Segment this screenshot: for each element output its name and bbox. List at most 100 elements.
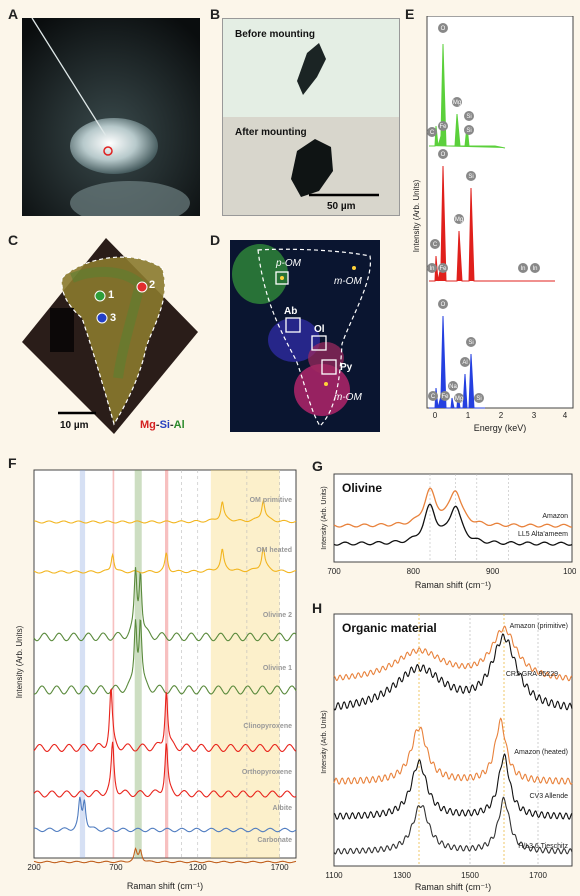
element-legend: Mg-Si-Al bbox=[140, 419, 185, 431]
panel-d-map: p-OM m-OM m-OM Ab Ol Py bbox=[230, 240, 380, 432]
f-series-label-6: Albite bbox=[273, 805, 293, 812]
g-series-1 bbox=[333, 503, 573, 546]
panel-label-b: B bbox=[210, 6, 221, 22]
e-red-si: Si bbox=[468, 174, 473, 180]
e-red-fe: Fe bbox=[439, 266, 447, 272]
panel-g-chart: Amazon LL5 Alta'ameem 700 800 900 1000 Olivi… bbox=[321, 473, 576, 590]
e-green-si: Si bbox=[466, 114, 471, 120]
f-band-2 bbox=[134, 470, 142, 858]
h-series-4 bbox=[333, 796, 573, 855]
f-series-5 bbox=[33, 741, 297, 798]
h-xtick-1: 1300 bbox=[393, 871, 411, 880]
h-series-label-0: Amazon (primitive) bbox=[510, 623, 568, 630]
h-series-2 bbox=[333, 717, 573, 785]
e-red-mg: Mg bbox=[455, 217, 463, 223]
e-blue-o: O bbox=[441, 302, 446, 308]
spot-2-label: 2 bbox=[149, 279, 155, 291]
e-blue-c: C bbox=[431, 394, 436, 400]
f-series-1 bbox=[33, 547, 297, 574]
panel-a-photo bbox=[22, 18, 200, 216]
h-series-label-3: CV3 Allende bbox=[529, 793, 568, 800]
g-ylabel: Intensity (Arb. Units) bbox=[321, 486, 328, 549]
f-series-label-5: Orthopyroxene bbox=[242, 769, 292, 776]
e-xtick-3: 3 bbox=[532, 411, 537, 420]
e-red-in2: In bbox=[520, 266, 525, 272]
h-series-label-2: Amazon (heated) bbox=[514, 749, 568, 756]
e-red-o: O bbox=[441, 152, 446, 158]
panel-label-c: C bbox=[8, 232, 19, 248]
scale-bar-c-label: 10 µm bbox=[60, 420, 89, 431]
h-series-0 bbox=[333, 625, 573, 682]
py-label: Py bbox=[340, 362, 353, 373]
f-band-1 bbox=[112, 470, 115, 858]
panel-h-chart: Amazon (primitive) CR2 GRA 95229 Amazon (h… bbox=[321, 613, 573, 892]
e-green-c: C bbox=[430, 130, 435, 136]
f-band-0 bbox=[79, 470, 86, 858]
g-xlabel: Raman shift (cm⁻¹) bbox=[415, 580, 491, 590]
f-series-label-0: OM primitive bbox=[250, 497, 293, 504]
e-blue-si: Si bbox=[468, 340, 473, 346]
panel-label-e: E bbox=[405, 6, 415, 22]
e-xtick-4: 4 bbox=[563, 411, 568, 420]
f-series-2 bbox=[33, 567, 297, 642]
e-green-si2: Si bbox=[466, 128, 471, 134]
spot-1-label: 1 bbox=[108, 289, 114, 301]
panel-f-chart: OM primitive OM heated Olivine 2 Olivine 1 C… bbox=[15, 469, 297, 891]
g-series-label-1: LL5 Alta'ameem bbox=[518, 531, 568, 538]
e-blue-mg: Mg bbox=[455, 396, 463, 402]
before-mounting-label: Before mounting bbox=[235, 29, 315, 40]
h-series-label-4: H/L3.6 Tieschitz bbox=[518, 843, 568, 850]
e-green-fe: Fe bbox=[439, 124, 447, 130]
panel-e-eds: O C Fe Mg Si Si O C In Fe Mg Si In In O … bbox=[412, 16, 574, 433]
f-ylabel: Intensity (Arb. Units) bbox=[15, 625, 24, 698]
e-blue-al: Al bbox=[462, 360, 467, 366]
scale-bar-label: 50 µm bbox=[327, 201, 356, 212]
g-series-label-0: Amazon bbox=[542, 513, 568, 520]
f-series-label-3: Olivine 1 bbox=[263, 665, 292, 672]
panel-label-g: G bbox=[312, 458, 323, 474]
e-green-mg: Mg bbox=[453, 100, 461, 106]
f-series-6 bbox=[33, 796, 297, 833]
panel-label-f: F bbox=[8, 455, 17, 471]
f-series-label-7: Carbonate bbox=[257, 837, 292, 844]
f-series-label-4: Clinopyroxene bbox=[243, 723, 292, 730]
after-mounting-label: After mounting bbox=[235, 127, 307, 138]
e-xlabel: Energy (keV) bbox=[474, 423, 527, 433]
e-xtick-1: 1 bbox=[466, 411, 471, 420]
h-ylabel: Intensity (Arb. Units) bbox=[321, 710, 328, 773]
e-xtick-2: 2 bbox=[499, 411, 504, 420]
f-xtick-3: 1700 bbox=[271, 863, 289, 872]
h-title: Organic material bbox=[342, 621, 437, 635]
g-xtick-2: 900 bbox=[486, 567, 500, 576]
panel-c-map: 1 2 3 10 µm Mg-Si-Al bbox=[22, 238, 200, 434]
e-red-in: In bbox=[429, 266, 434, 272]
e-red-in3: In bbox=[532, 266, 537, 272]
g-xtick-3: 1000 bbox=[563, 567, 576, 576]
f-band-4 bbox=[210, 470, 280, 858]
f-xlabel: Raman shift (cm⁻¹) bbox=[127, 881, 203, 891]
h-xtick-2: 1500 bbox=[461, 871, 479, 880]
ab-label: Ab bbox=[284, 306, 297, 317]
g-title: Olivine bbox=[342, 481, 382, 495]
panel-label-a: A bbox=[8, 6, 19, 22]
m-om-label-2: m-OM bbox=[334, 392, 362, 403]
h-xlabel: Raman shift (cm⁻¹) bbox=[415, 882, 491, 892]
f-series-0 bbox=[34, 498, 297, 524]
h-series-label-1: CR2 GRA 95229 bbox=[506, 671, 558, 678]
f-series-label-2: Olivine 2 bbox=[263, 612, 292, 619]
f-series-7 bbox=[33, 847, 297, 864]
f-series-3 bbox=[33, 619, 297, 695]
panel-b-photos: Before mounting After mounting 50 µm bbox=[222, 18, 400, 216]
spot-3-label: 3 bbox=[110, 312, 116, 324]
e-blue-si2: Si bbox=[476, 396, 481, 402]
sample-marker bbox=[103, 146, 113, 156]
e-xtick-0: 0 bbox=[433, 411, 438, 420]
h-xtick-3: 1700 bbox=[529, 871, 547, 880]
f-band-3 bbox=[165, 470, 169, 858]
f-xtick-1: 700 bbox=[109, 863, 123, 872]
h-series-1 bbox=[333, 633, 573, 711]
panel-label-h: H bbox=[312, 600, 323, 616]
e-green-o: O bbox=[441, 26, 446, 32]
f-series-label-1: OM heated bbox=[256, 547, 292, 554]
p-om-label: p-OM bbox=[275, 258, 302, 269]
